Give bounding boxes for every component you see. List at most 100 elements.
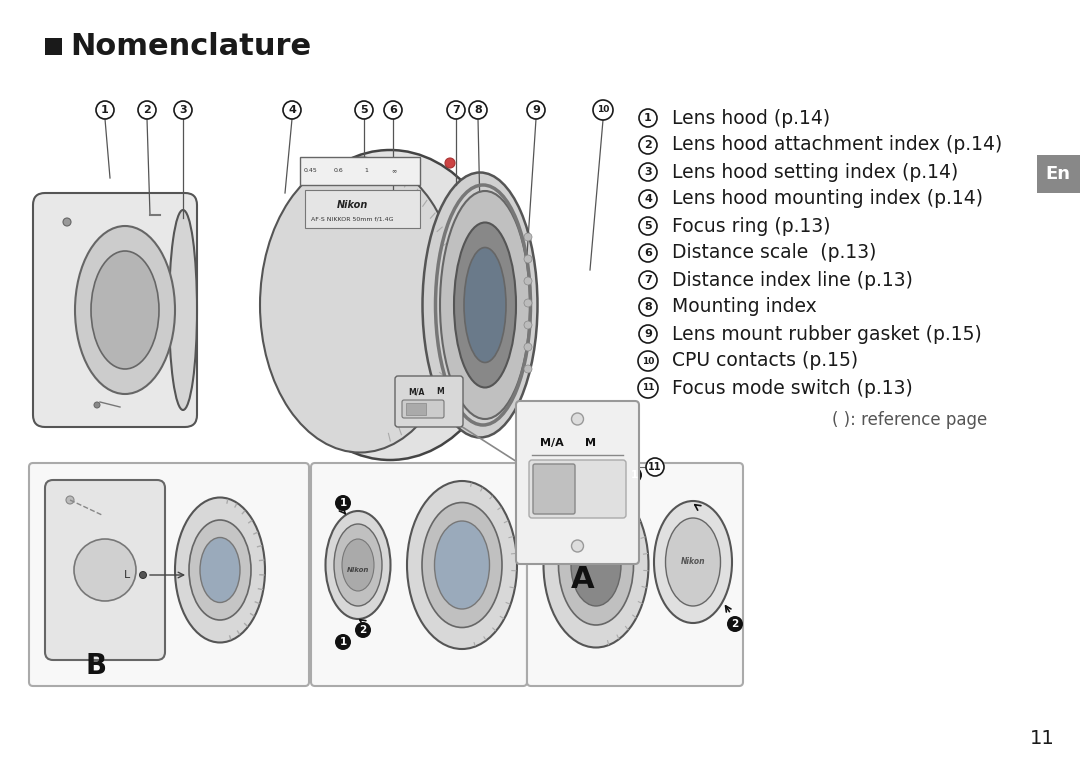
FancyBboxPatch shape — [534, 464, 575, 514]
Text: Distance index line (p.13): Distance index line (p.13) — [672, 270, 913, 290]
Circle shape — [638, 378, 658, 398]
Circle shape — [138, 101, 156, 119]
Text: Nikon: Nikon — [680, 558, 705, 567]
Text: 2: 2 — [731, 619, 739, 629]
Ellipse shape — [75, 539, 136, 601]
FancyBboxPatch shape — [305, 190, 420, 228]
Text: B: B — [85, 652, 107, 680]
Text: 3: 3 — [644, 167, 652, 177]
Ellipse shape — [558, 505, 634, 625]
Circle shape — [283, 101, 301, 119]
Text: Nomenclature: Nomenclature — [70, 32, 311, 61]
Circle shape — [639, 298, 657, 316]
Text: ∞: ∞ — [391, 169, 396, 174]
Text: M: M — [436, 388, 444, 397]
Text: L: L — [124, 570, 130, 580]
Circle shape — [355, 101, 373, 119]
Ellipse shape — [168, 210, 197, 410]
Ellipse shape — [325, 511, 391, 619]
Ellipse shape — [75, 226, 175, 394]
Text: 0.45: 0.45 — [303, 169, 316, 174]
Text: 7: 7 — [644, 275, 652, 285]
FancyBboxPatch shape — [395, 376, 463, 427]
Text: A: A — [570, 565, 594, 594]
Circle shape — [174, 101, 192, 119]
Circle shape — [639, 136, 657, 154]
Circle shape — [524, 277, 532, 285]
Ellipse shape — [407, 481, 517, 649]
Text: 10: 10 — [642, 356, 654, 365]
Circle shape — [524, 299, 532, 307]
FancyBboxPatch shape — [402, 400, 444, 418]
Circle shape — [469, 101, 487, 119]
Text: Lens hood (p.14): Lens hood (p.14) — [672, 109, 831, 127]
Text: M: M — [584, 438, 595, 448]
Text: Nikon: Nikon — [347, 567, 369, 573]
Ellipse shape — [189, 520, 251, 620]
Ellipse shape — [422, 172, 538, 437]
Circle shape — [335, 634, 351, 650]
Ellipse shape — [200, 538, 240, 603]
Text: Lens hood setting index (p.14): Lens hood setting index (p.14) — [672, 162, 958, 182]
Circle shape — [335, 495, 351, 511]
Text: 3: 3 — [179, 105, 187, 115]
Circle shape — [593, 100, 613, 120]
Ellipse shape — [464, 247, 507, 362]
Circle shape — [527, 101, 545, 119]
Text: 7: 7 — [453, 105, 460, 115]
FancyBboxPatch shape — [527, 463, 743, 686]
Circle shape — [639, 190, 657, 208]
Circle shape — [639, 244, 657, 262]
Bar — [1037, 155, 1080, 193]
Circle shape — [524, 365, 532, 373]
Text: Lens mount rubber gasket (p.15): Lens mount rubber gasket (p.15) — [672, 325, 982, 343]
Text: 8: 8 — [644, 302, 652, 312]
Ellipse shape — [665, 518, 720, 606]
Circle shape — [66, 496, 75, 504]
Bar — [406, 403, 426, 415]
Circle shape — [94, 402, 100, 408]
Text: Mounting index: Mounting index — [672, 297, 816, 316]
Circle shape — [524, 233, 532, 241]
Text: 1: 1 — [364, 169, 368, 174]
FancyBboxPatch shape — [33, 193, 197, 427]
Text: 1: 1 — [339, 498, 347, 508]
Text: 0.6: 0.6 — [333, 169, 342, 174]
Text: 1: 1 — [644, 113, 652, 123]
Text: 1: 1 — [631, 470, 637, 480]
Text: 11: 11 — [1029, 728, 1054, 748]
Text: 1: 1 — [339, 637, 347, 647]
Ellipse shape — [654, 501, 732, 623]
Circle shape — [639, 325, 657, 343]
FancyBboxPatch shape — [311, 463, 527, 686]
FancyBboxPatch shape — [300, 157, 420, 185]
Text: 9: 9 — [532, 105, 540, 115]
Circle shape — [63, 218, 71, 226]
Ellipse shape — [454, 222, 516, 388]
Circle shape — [639, 217, 657, 235]
Text: 9: 9 — [644, 329, 652, 339]
Circle shape — [639, 163, 657, 181]
Text: 5: 5 — [644, 221, 652, 231]
Text: Nikon: Nikon — [336, 200, 367, 210]
Ellipse shape — [342, 539, 374, 591]
Ellipse shape — [260, 158, 460, 453]
Circle shape — [96, 101, 114, 119]
Text: 2: 2 — [144, 105, 151, 115]
Text: 1: 1 — [102, 105, 109, 115]
Ellipse shape — [270, 150, 510, 460]
Text: Focus ring (p.13): Focus ring (p.13) — [672, 217, 831, 235]
Text: AF·S NIKKOR 50mm f/1.4G: AF·S NIKKOR 50mm f/1.4G — [311, 217, 393, 221]
FancyBboxPatch shape — [29, 463, 309, 686]
Circle shape — [571, 413, 583, 425]
Circle shape — [384, 101, 402, 119]
Circle shape — [638, 351, 658, 371]
Circle shape — [355, 622, 372, 638]
Bar — [45, 38, 62, 55]
Circle shape — [639, 271, 657, 289]
Text: ( ): reference page: ( ): reference page — [832, 411, 987, 429]
Text: 6: 6 — [644, 248, 652, 258]
FancyBboxPatch shape — [516, 401, 639, 564]
Ellipse shape — [543, 483, 648, 647]
Text: 4: 4 — [644, 194, 652, 204]
